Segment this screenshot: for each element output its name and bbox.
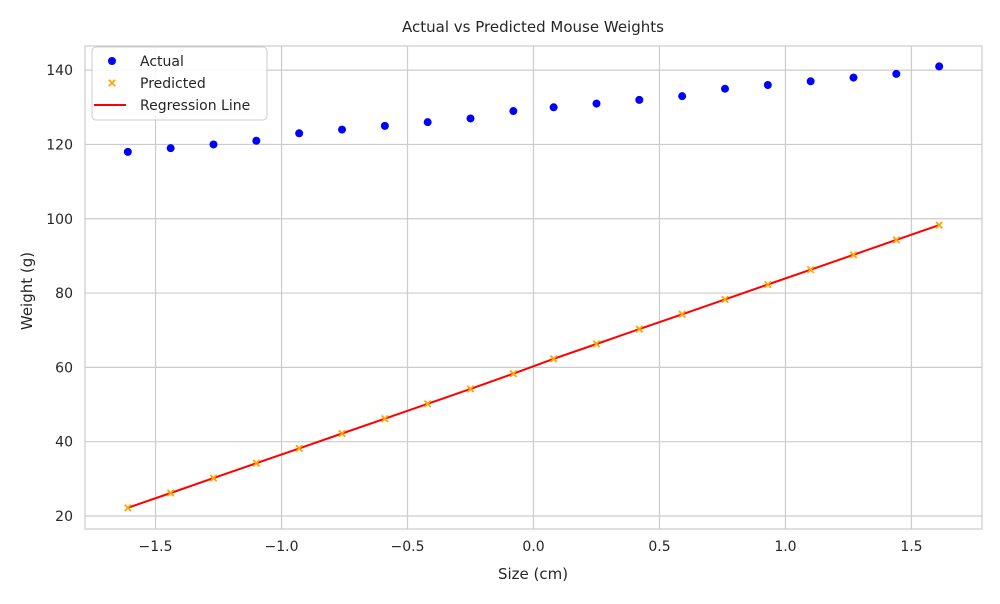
actual-point bbox=[763, 81, 772, 90]
y-tick-label: 60 bbox=[55, 360, 73, 376]
actual-point bbox=[935, 62, 944, 71]
regression-line bbox=[127, 224, 940, 509]
actual-point bbox=[166, 144, 175, 153]
legend: Actual Predicted Regression Line bbox=[91, 46, 268, 121]
predicted-point bbox=[935, 221, 944, 229]
predicted-point bbox=[509, 369, 518, 378]
x-tick-label: 1.0 bbox=[774, 539, 796, 555]
legend-swatch-actual bbox=[108, 57, 116, 65]
actual-point bbox=[806, 77, 815, 86]
grid-lines bbox=[85, 46, 982, 529]
x-axis-ticks: −1.5 −1.0 −0.5 0.0 0.5 1.0 1.5 bbox=[139, 539, 923, 555]
predicted-point bbox=[423, 399, 432, 408]
predicted-point bbox=[721, 295, 729, 304]
predicted-point bbox=[849, 250, 858, 259]
y-tick-label: 100 bbox=[46, 212, 73, 228]
y-tick-label: 120 bbox=[46, 137, 73, 153]
predicted-point bbox=[592, 340, 601, 348]
legend-label-actual: Actual bbox=[140, 54, 184, 70]
predicted-point bbox=[549, 354, 558, 363]
chart-title: Actual vs Predicted Mouse Weights bbox=[402, 18, 664, 36]
predicted-point bbox=[166, 489, 175, 497]
y-tick-label: 20 bbox=[55, 509, 73, 525]
predicted-point bbox=[678, 310, 686, 319]
actual-point bbox=[635, 95, 644, 104]
legend-swatch-predicted bbox=[108, 79, 116, 87]
predicted-point bbox=[892, 236, 901, 244]
y-tick-label: 40 bbox=[55, 435, 73, 451]
actual-point bbox=[295, 129, 304, 138]
y-tick-label: 80 bbox=[55, 286, 73, 302]
y-tick-label: 140 bbox=[46, 63, 73, 79]
actual-point bbox=[509, 107, 518, 116]
actual-point bbox=[466, 114, 475, 123]
actual-point bbox=[592, 99, 601, 108]
legend-label-predicted: Predicted bbox=[140, 76, 206, 92]
predicted-point bbox=[635, 325, 644, 333]
actual-point bbox=[123, 147, 132, 156]
actual-point bbox=[380, 121, 389, 130]
actual-point bbox=[849, 73, 858, 82]
y-axis-label: Weight (g) bbox=[18, 252, 36, 330]
series-layer bbox=[123, 62, 944, 512]
legend-label-regression-line: Regression Line bbox=[140, 98, 250, 114]
predicted-point bbox=[466, 385, 475, 393]
actual-point bbox=[423, 118, 432, 127]
predicted-point bbox=[763, 280, 772, 289]
x-tick-label: −0.5 bbox=[391, 539, 425, 555]
predicted-point bbox=[252, 459, 261, 468]
actual-point bbox=[892, 69, 901, 78]
actual-series bbox=[123, 62, 944, 156]
y-axis-ticks: 20 40 60 80 100 120 140 bbox=[46, 63, 73, 525]
actual-point bbox=[549, 103, 558, 112]
legend-box bbox=[91, 46, 268, 121]
x-axis-label: Size (cm) bbox=[498, 565, 568, 583]
actual-point bbox=[720, 84, 729, 93]
x-tick-label: 1.5 bbox=[900, 539, 922, 555]
predicted-point bbox=[338, 429, 346, 438]
x-tick-label: −1.0 bbox=[265, 539, 299, 555]
actual-point bbox=[678, 92, 687, 101]
actual-point bbox=[338, 125, 347, 134]
predicted-point bbox=[381, 414, 389, 423]
actual-point bbox=[209, 140, 218, 149]
predicted-point bbox=[295, 444, 304, 453]
predicted-series bbox=[123, 221, 944, 512]
predicted-point bbox=[209, 474, 218, 482]
x-tick-label: 0.0 bbox=[522, 539, 544, 555]
actual-point bbox=[252, 136, 261, 145]
x-tick-label: −1.5 bbox=[139, 539, 173, 555]
predicted-point bbox=[806, 265, 815, 274]
x-tick-label: 0.5 bbox=[648, 539, 670, 555]
plot-frame bbox=[84, 45, 983, 530]
predicted-point bbox=[123, 503, 132, 512]
